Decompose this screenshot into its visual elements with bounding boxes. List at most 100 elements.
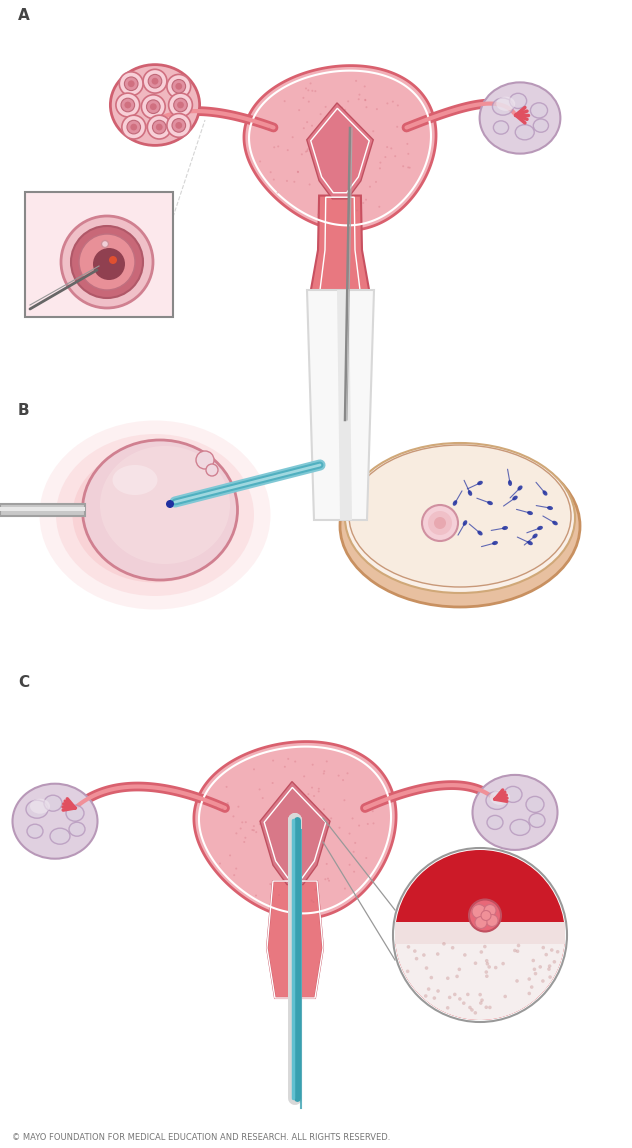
Circle shape [255,894,257,897]
Ellipse shape [26,800,48,819]
Circle shape [486,915,498,926]
Circle shape [284,766,286,768]
Circle shape [407,153,410,155]
Circle shape [148,75,162,88]
Circle shape [530,985,533,988]
Circle shape [544,953,548,956]
Circle shape [475,916,487,929]
Circle shape [427,987,430,991]
Polygon shape [25,192,173,317]
Circle shape [285,806,288,807]
Circle shape [409,166,411,169]
Circle shape [298,109,300,111]
Ellipse shape [508,480,512,486]
Circle shape [167,75,191,99]
Ellipse shape [533,119,549,132]
Circle shape [353,146,355,148]
Ellipse shape [89,461,221,569]
Circle shape [337,775,339,777]
Bar [0,504,85,515]
Ellipse shape [66,805,84,821]
Circle shape [462,1001,466,1004]
Circle shape [327,877,329,879]
Circle shape [542,946,545,949]
Circle shape [379,162,381,164]
Ellipse shape [111,64,200,146]
Polygon shape [395,934,565,1019]
Circle shape [143,69,167,93]
Circle shape [376,108,378,110]
Circle shape [312,866,314,868]
Circle shape [125,77,138,91]
Circle shape [174,99,187,111]
Circle shape [353,851,355,853]
Ellipse shape [527,511,533,515]
Circle shape [287,874,289,876]
Circle shape [121,99,135,111]
Circle shape [176,122,182,129]
Circle shape [395,850,565,1021]
Circle shape [122,115,145,139]
Circle shape [303,96,305,99]
Circle shape [245,821,247,823]
Circle shape [341,107,343,109]
Circle shape [483,945,487,948]
Circle shape [501,962,505,965]
Circle shape [355,80,357,82]
Circle shape [473,1011,477,1015]
Circle shape [469,900,501,931]
Ellipse shape [100,447,230,564]
Circle shape [320,114,322,115]
Circle shape [549,976,552,979]
Circle shape [229,854,231,856]
Circle shape [358,99,360,100]
Ellipse shape [69,822,85,836]
Circle shape [364,99,367,101]
Circle shape [253,825,255,827]
Circle shape [227,802,229,804]
Circle shape [270,825,272,828]
Circle shape [307,148,308,150]
Circle shape [331,189,333,192]
Circle shape [71,226,143,298]
Circle shape [233,815,234,817]
Circle shape [451,946,454,949]
Circle shape [298,860,300,862]
Circle shape [430,976,433,979]
Circle shape [379,205,380,208]
Ellipse shape [537,526,543,530]
Ellipse shape [468,490,472,496]
Circle shape [466,993,470,996]
Circle shape [312,90,313,92]
Circle shape [293,180,295,183]
Ellipse shape [492,541,498,545]
Circle shape [167,114,191,138]
Ellipse shape [473,775,557,850]
Circle shape [245,837,246,839]
Ellipse shape [502,526,508,530]
Circle shape [273,146,275,148]
Circle shape [305,87,307,90]
Ellipse shape [50,828,70,844]
Circle shape [325,863,328,864]
Polygon shape [244,65,436,231]
Circle shape [528,977,531,980]
Ellipse shape [112,465,157,495]
Polygon shape [267,881,323,998]
Circle shape [446,977,449,980]
Circle shape [458,998,461,1001]
Circle shape [327,116,329,118]
Circle shape [306,122,308,123]
Circle shape [365,107,367,108]
Circle shape [303,775,305,777]
Circle shape [325,824,327,825]
Circle shape [386,146,388,148]
Circle shape [422,953,426,956]
Circle shape [485,975,489,978]
Circle shape [196,451,214,470]
Circle shape [116,93,140,117]
Circle shape [513,948,516,953]
Circle shape [314,91,317,92]
Circle shape [364,99,367,101]
Circle shape [485,1006,488,1009]
